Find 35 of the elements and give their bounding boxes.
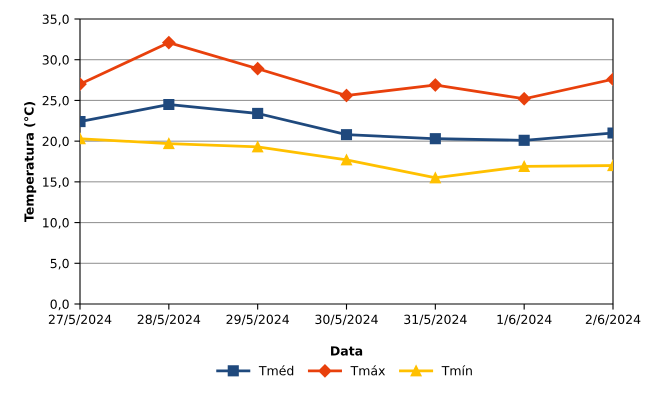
point [518,134,530,146]
x-tick-label: 31/5/2024 [404,314,467,326]
y-tick-label: 5,0 [50,258,69,270]
point [340,88,354,102]
point [252,141,264,152]
y-tick-label: 0,0 [50,299,69,310]
x-tick-label: 28/5/2024 [138,314,200,326]
x-tick-label: 29/5/2024 [226,314,290,326]
point [163,138,174,150]
y-tick-label: 25,0 [42,96,69,107]
x-tick-label: 2/6/2024 [586,314,640,326]
legend-label: Tmín [442,365,472,376]
point [430,133,441,144]
point [430,172,441,184]
point [252,108,264,120]
x-tick-label: 1/6/2024 [497,314,552,326]
point [340,154,352,166]
point [518,160,530,172]
y-tick-label: 30,0 [42,55,69,66]
x-tick-label: 30/5/2024 [315,314,378,326]
y-axis-title: Temperatura (°C) [24,102,36,222]
point [162,36,176,50]
point [163,98,174,110]
point [251,62,264,76]
x-tick-label: 27/5/2024 [48,314,112,326]
x-axis-title: Data [331,346,362,356]
y-tick-label: 15,0 [43,177,69,188]
y-tick-label: 10,0 [43,218,69,229]
point [340,129,352,140]
point [428,78,442,92]
y-tick-label: 20,0 [42,136,69,148]
legend-label: Tméd [258,365,294,376]
legend-label: Tmáx [350,365,386,376]
point [518,92,531,106]
y-tick-label: 35,0 [42,14,69,26]
